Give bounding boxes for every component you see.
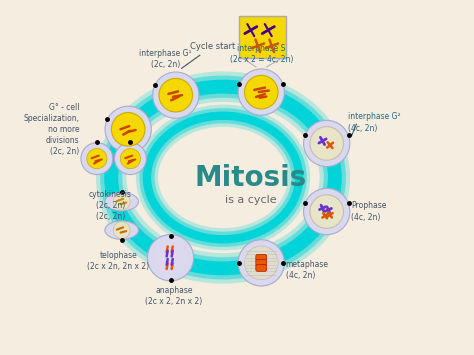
Text: interphase S
(2c x 2 = 4c, 2n): interphase S (2c x 2 = 4c, 2n) — [229, 44, 293, 64]
Circle shape — [159, 78, 192, 112]
Text: cytokinesis
(2c, 2n)
(2c, 2n): cytokinesis (2c, 2n) (2c, 2n) — [89, 190, 132, 221]
Circle shape — [81, 143, 113, 175]
Text: anaphase
(2c x 2, 2n x 2): anaphase (2c x 2, 2n x 2) — [146, 286, 203, 306]
Circle shape — [238, 69, 284, 115]
FancyBboxPatch shape — [239, 16, 286, 58]
FancyBboxPatch shape — [256, 260, 267, 266]
Circle shape — [115, 143, 146, 175]
Circle shape — [245, 75, 278, 109]
Circle shape — [310, 127, 344, 160]
Ellipse shape — [105, 192, 138, 211]
Ellipse shape — [105, 221, 138, 239]
Circle shape — [147, 235, 194, 281]
Circle shape — [87, 148, 107, 169]
Text: interphase G²
(4c, 2n): interphase G² (4c, 2n) — [347, 113, 401, 132]
Circle shape — [105, 106, 151, 153]
Circle shape — [303, 120, 350, 166]
Circle shape — [303, 189, 350, 235]
Circle shape — [111, 113, 145, 146]
Circle shape — [245, 246, 278, 280]
Text: is a cycle: is a cycle — [225, 195, 277, 205]
Text: G° - cell
Specialization,
no more
divisions
(2c, 2n): G° - cell Specialization, no more divisi… — [23, 103, 79, 156]
Circle shape — [153, 72, 199, 118]
Text: telophase
(2c x 2n, 2n x 2): telophase (2c x 2n, 2n x 2) — [87, 251, 149, 271]
Circle shape — [310, 195, 344, 228]
Text: interphase G¹
(2c, 2n): interphase G¹ (2c, 2n) — [139, 49, 191, 69]
FancyBboxPatch shape — [256, 255, 267, 261]
Text: metaphase
(4c, 2n): metaphase (4c, 2n) — [286, 260, 329, 280]
Text: Mitosis: Mitosis — [195, 164, 307, 191]
Circle shape — [155, 242, 186, 274]
FancyBboxPatch shape — [256, 264, 267, 271]
Text: Cycle start: Cycle start — [182, 42, 235, 69]
Circle shape — [238, 240, 284, 286]
Text: Prophase
(4c, 2n): Prophase (4c, 2n) — [351, 202, 386, 222]
Circle shape — [120, 148, 140, 169]
Circle shape — [113, 193, 130, 210]
Circle shape — [113, 222, 130, 239]
